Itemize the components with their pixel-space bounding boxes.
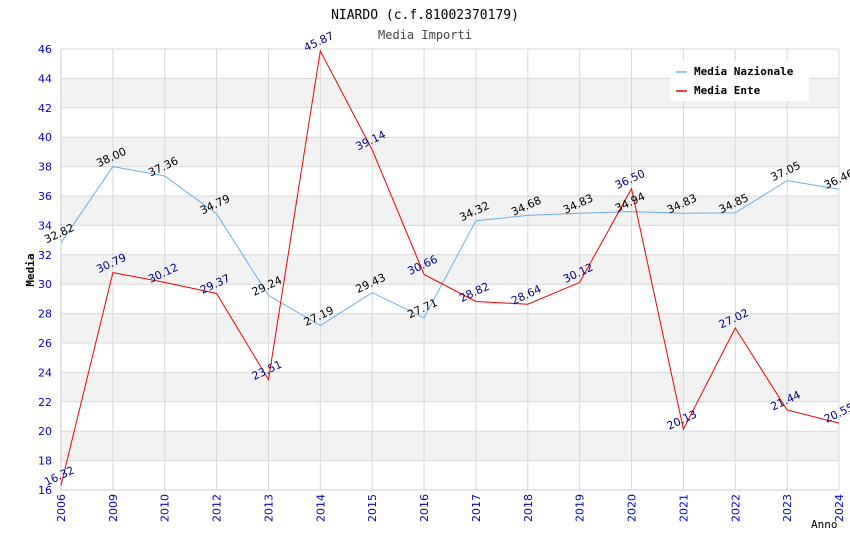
x-tick-label: 2014 [314, 494, 327, 522]
y-tick-label: 30 [38, 278, 52, 291]
chart-title: NIARDO (c.f.81002370179) [331, 8, 519, 23]
y-tick-label: 42 [38, 102, 52, 115]
x-tick-label: 2017 [470, 494, 483, 522]
y-tick-labels: 16 18 20 22 24 26 28 30 32 34 36 38 40 42 44 46 [38, 43, 52, 497]
x-tick-label: 2013 [262, 494, 275, 522]
grid-lines [60, 48, 840, 491]
y-tick-label: 44 [38, 72, 52, 85]
x-axis-label: Anno [811, 518, 838, 531]
y-axis-label: Media [24, 253, 37, 286]
series-line-media-nazionale [60, 166, 840, 327]
x-tick-label: 2009 [107, 494, 120, 522]
legend-box [670, 61, 809, 101]
x-tick-label: 2020 [626, 494, 639, 522]
legend-label-media-ente: Media Ente [694, 84, 761, 97]
y-tick-label: 16 [38, 484, 52, 497]
y-tick-label: 18 [38, 455, 52, 468]
y-tick-label: 46 [38, 43, 52, 56]
x-tick-label: 2022 [729, 494, 742, 522]
x-tick-label: 2010 [159, 494, 172, 522]
data-label-media-ente: 45.87 [302, 29, 336, 54]
x-tick-label: 2023 [781, 494, 794, 522]
y-tick-label: 22 [38, 396, 52, 409]
grid-bands [61, 78, 839, 461]
y-tick-label: 38 [38, 161, 52, 174]
y-tick-label: 28 [38, 308, 52, 321]
grid-band [61, 313, 839, 343]
x-tick-label: 2006 [55, 494, 68, 522]
data-label-media-ente: 36.50 [613, 167, 647, 192]
x-tick-label: 2019 [574, 494, 587, 522]
legend-label-media-nazionale: Media Nazionale [694, 65, 794, 78]
x-tick-label: 2024 [833, 494, 846, 522]
x-tick-label: 2012 [211, 494, 224, 522]
x-tick-label: 2021 [677, 494, 690, 522]
legend: Media Nazionale Media Ente [670, 61, 809, 101]
grid-band [61, 196, 839, 226]
data-label-media-ente: 20.13 [665, 408, 699, 433]
y-tick-label: 24 [38, 366, 52, 379]
grid-band [61, 431, 839, 461]
series-lines [60, 49, 840, 486]
y-tick-label: 34 [38, 219, 52, 232]
series-line-media-ente [60, 49, 840, 486]
chart-subtitle: Media Importi [378, 28, 472, 42]
y-tick-label: 26 [38, 337, 52, 350]
x-tick-labels: 2006 2009 2010 2012 2013 2014 2015 2016 2017 2018… [55, 494, 846, 522]
y-tick-label: 32 [38, 249, 52, 262]
x-tick-label: 2016 [418, 494, 431, 522]
y-tick-label: 40 [38, 131, 52, 144]
x-tick-label: 2018 [522, 494, 535, 522]
y-tick-label: 36 [38, 190, 52, 203]
x-tick-label: 2015 [366, 494, 379, 522]
data-label-media-nazionale: 36.46 [822, 167, 850, 192]
grid-band [61, 137, 839, 167]
y-tick-label: 20 [38, 425, 52, 438]
grid-band [61, 372, 839, 402]
